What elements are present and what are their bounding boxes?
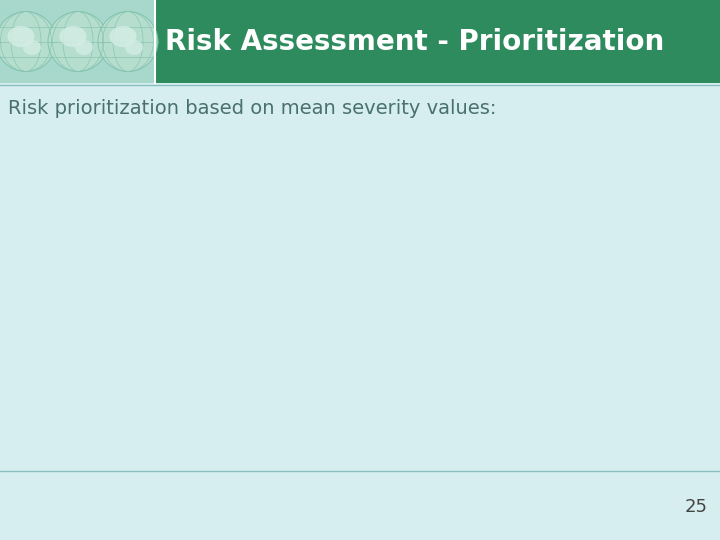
Text: Risk Assessment - Prioritization: Risk Assessment - Prioritization (165, 28, 665, 56)
Ellipse shape (23, 40, 41, 55)
Ellipse shape (7, 26, 35, 47)
Bar (0, 0, 155, 83)
Ellipse shape (48, 11, 108, 71)
Ellipse shape (75, 40, 93, 55)
Ellipse shape (109, 26, 137, 47)
Ellipse shape (60, 26, 86, 47)
Ellipse shape (98, 11, 158, 71)
Bar (0, 0, 155, 83)
Bar (155, 0, 720, 83)
Ellipse shape (0, 11, 56, 71)
Text: Risk prioritization based on mean severity values:: Risk prioritization based on mean severi… (8, 99, 496, 118)
Ellipse shape (125, 40, 143, 55)
Text: 25: 25 (685, 497, 708, 516)
